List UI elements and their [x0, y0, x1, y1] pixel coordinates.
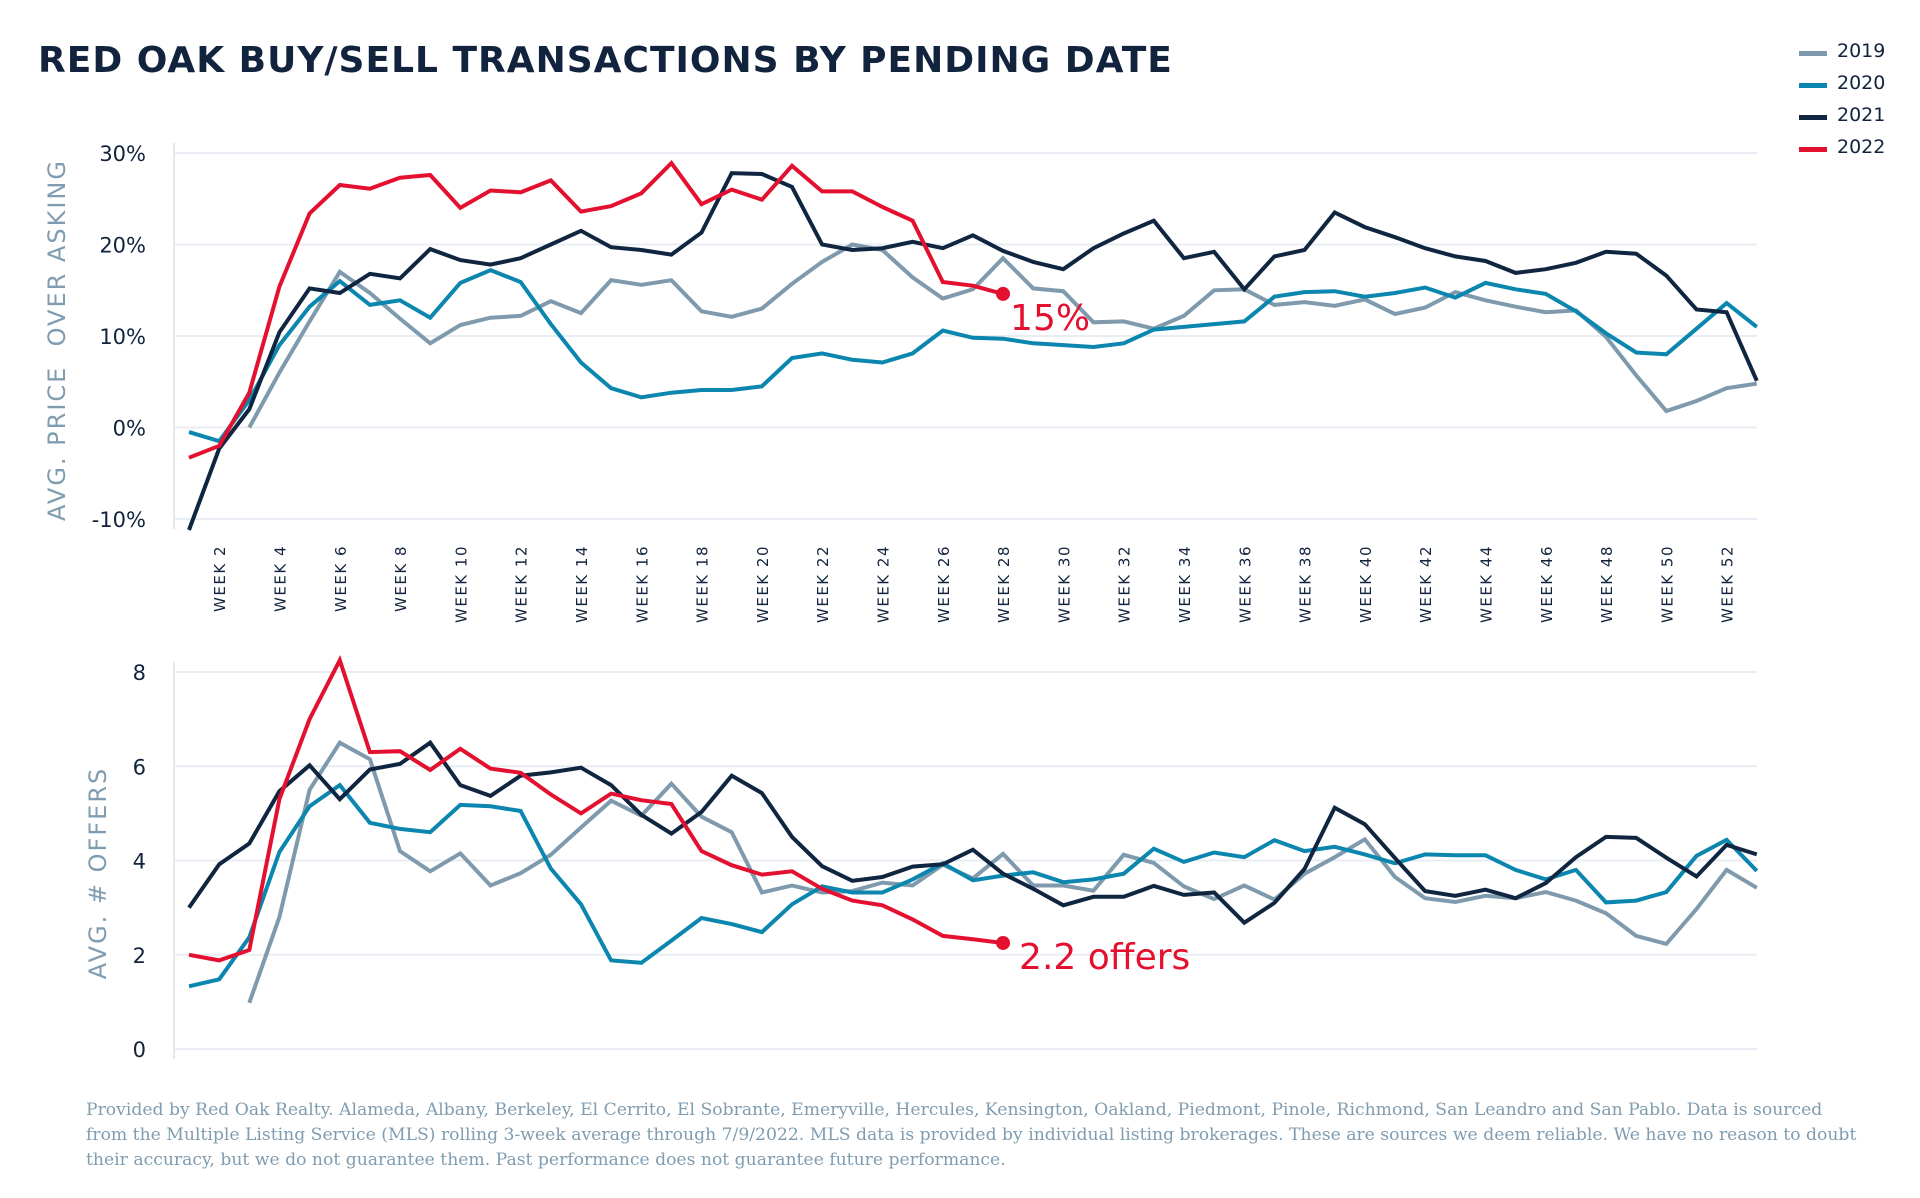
x-tick-label: WEEK 26 [935, 545, 953, 623]
x-tick-label: WEEK 14 [573, 545, 591, 623]
x-tick-label: WEEK 38 [1297, 545, 1315, 623]
y-tick-label: 6 [133, 755, 146, 779]
x-tick-label: WEEK 48 [1598, 545, 1616, 623]
series-line-2021 [187, 171, 1759, 531]
chart-title: RED OAK BUY/SELL TRANSACTIONS BY PENDING… [38, 40, 1173, 81]
legend-label-2021: 2021 [1837, 104, 1886, 126]
x-tick-label: WEEK 32 [1116, 545, 1134, 623]
x-tick-label: WEEK 10 [452, 545, 470, 623]
x-tick-label: WEEK 30 [1055, 545, 1073, 623]
x-tick-labels: WEEK 2 WEEK 4 WEEK 6 WEEK 8 WEEK 10 WEEK 12 WE… [211, 545, 1737, 623]
annotation-dot [996, 935, 1011, 950]
x-tick-label: WEEK 28 [995, 545, 1013, 623]
top-gridlines [173, 143, 1757, 529]
top-y-tick-labels: -10% 0% 10% 20% 30% [92, 142, 146, 532]
x-tick-label: WEEK 8 [392, 545, 410, 612]
x-tick-label: WEEK 12 [513, 545, 531, 623]
x-tick-label: WEEK 24 [874, 545, 892, 623]
y-tick-label: -10% [92, 508, 146, 532]
y-tick-label: 0% [113, 417, 146, 441]
series-line-2019 [247, 242, 1758, 429]
x-tick-label: WEEK 44 [1477, 545, 1495, 623]
legend-swatch-2020 [1799, 83, 1827, 88]
annotation-dot [996, 286, 1011, 301]
x-tick-label: WEEK 22 [814, 545, 832, 623]
top-y-axis-label: AVG. PRICE OVER ASKING [43, 159, 71, 521]
legend-item-2020: 2020 [1799, 72, 1919, 104]
legend-swatch-2022 [1799, 147, 1827, 152]
y-tick-label: 4 [133, 850, 146, 874]
legend-label-2019: 2019 [1837, 40, 1886, 62]
series-line-2022 [188, 655, 1004, 963]
legend-label-2020: 2020 [1837, 72, 1886, 94]
x-tick-label: WEEK 50 [1658, 545, 1676, 623]
y-tick-label: 20% [99, 234, 146, 258]
legend-swatch-2019 [1799, 51, 1827, 56]
legend-label-2022: 2022 [1837, 136, 1886, 158]
series-line-2022 [188, 160, 1004, 460]
bottom-y-axis-label: AVG. # OFFERS [84, 767, 112, 979]
y-tick-label: 2 [133, 944, 146, 968]
x-tick-label: WEEK 46 [1538, 545, 1556, 623]
y-tick-label: 30% [99, 142, 146, 166]
x-tick-label: WEEK 4 [271, 545, 289, 612]
x-tick-label: WEEK 18 [694, 545, 712, 623]
annotation-label: 2.2 offers [1019, 937, 1190, 978]
y-tick-label: 10% [99, 325, 146, 349]
price-over-asking-chart: -10% 0% 10% 20% 30% WEEK 2 WEEK 4 WEEK 6 WEEK 8… [43, 142, 1759, 623]
annotation-label: 15% [1010, 298, 1090, 339]
x-tick-label: WEEK 20 [754, 545, 772, 623]
x-tick-label: WEEK 52 [1719, 545, 1737, 623]
bottom-y-tick-labels: 0 2 4 6 8 [133, 661, 146, 1062]
x-tick-label: WEEK 2 [211, 545, 229, 612]
footer-disclaimer: Provided by Red Oak Realty. Alameda, Alb… [86, 1100, 1857, 1170]
legend-item-2022: 2022 [1799, 136, 1919, 168]
x-tick-label: WEEK 34 [1176, 545, 1194, 623]
series-line-2020 [188, 267, 1759, 444]
top-series-lines [187, 160, 1759, 531]
legend-swatch-2021 [1799, 115, 1827, 120]
bottom-annotation: 2.2 offers [996, 935, 1190, 978]
x-tick-label: WEEK 36 [1236, 545, 1254, 623]
top-annotation: 15% [996, 286, 1090, 339]
series-line-2021 [187, 739, 1758, 926]
legend-item-2019: 2019 [1799, 40, 1919, 72]
avg-offers-chart: 0 2 4 6 8 AVG. # OFFERS 2.2 offers [84, 655, 1759, 1062]
x-tick-label: WEEK 42 [1417, 545, 1435, 623]
series-line-2020 [188, 782, 1759, 989]
x-tick-label: WEEK 40 [1357, 545, 1375, 623]
x-tick-label: WEEK 16 [633, 545, 651, 623]
y-tick-label: 8 [133, 661, 146, 685]
bottom-series-lines [187, 655, 1759, 1004]
y-tick-label: 0 [133, 1038, 146, 1062]
legend-item-2021: 2021 [1799, 104, 1919, 136]
legend: 2019 2020 2021 2022 [1799, 40, 1919, 168]
x-tick-label: WEEK 6 [332, 545, 350, 612]
